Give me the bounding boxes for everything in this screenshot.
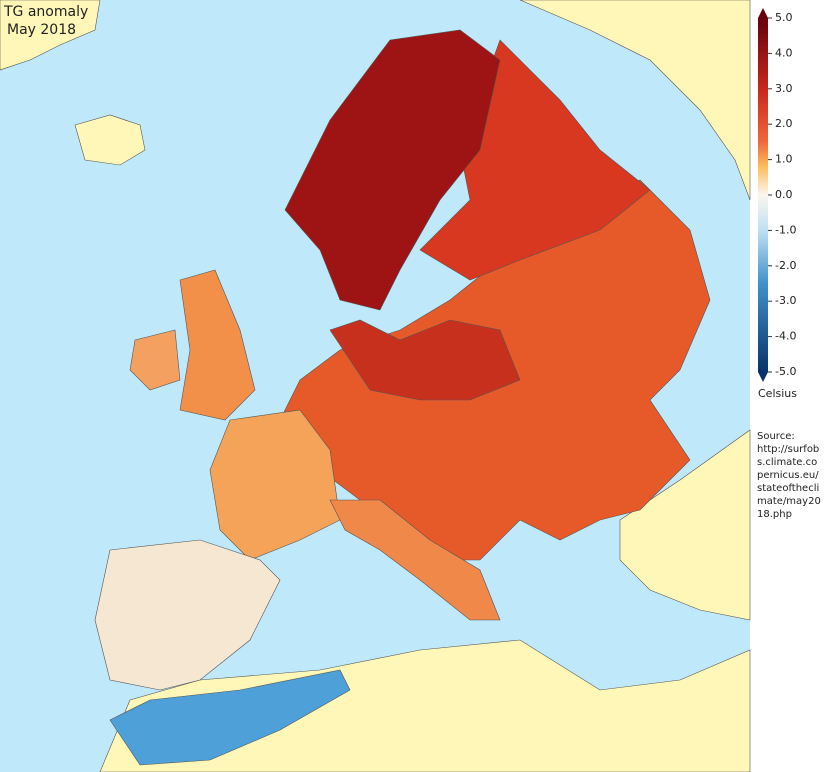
source-url: http://surfobs.climate.copernicus.eu/sta… (757, 444, 821, 520)
colorbar-tick-label: -3.0 (775, 294, 796, 307)
land (0, 0, 751, 772)
colorbar-tick-label: -5.0 (775, 365, 796, 378)
colorbar-tick-label: -2.0 (775, 259, 796, 272)
colorbar-tick-label: 5.0 (775, 11, 793, 24)
colorbar (758, 18, 768, 372)
colorbar-tick-label: 2.0 (775, 117, 793, 130)
colorbar-tick-label: -4.0 (775, 330, 796, 343)
colorbar-max-arrow (758, 8, 768, 18)
subtitle: May 2018 (7, 22, 76, 38)
colorbar-tick-label: -1.0 (775, 223, 796, 236)
title: TG anomaly (3, 4, 88, 20)
colorbar-min-arrow (758, 372, 768, 382)
colorbar-tick-label: 0.0 (775, 188, 793, 201)
colorbar-tick-label: 3.0 (775, 82, 793, 95)
source: Source: http://surfobs.climate.copernicus… (757, 430, 821, 521)
colorbar-label: Celsius (758, 387, 797, 400)
colorbar-tick-label: 4.0 (775, 46, 793, 59)
colorbar-tick-label: 1.0 (775, 153, 793, 166)
source-label: Source: (757, 431, 795, 442)
